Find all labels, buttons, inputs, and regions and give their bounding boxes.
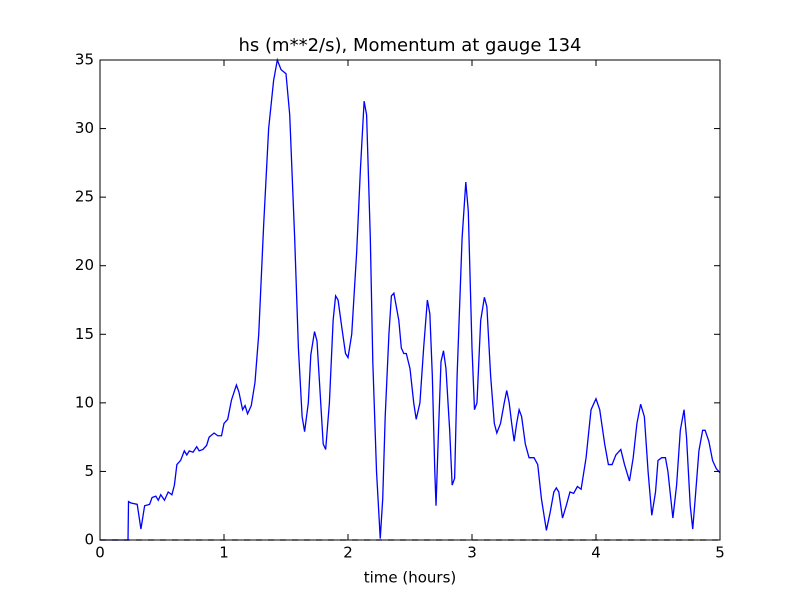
x-tick-label: 2: [343, 544, 353, 562]
y-tick-label: 20: [75, 256, 94, 274]
chart-title: hs (m**2/s), Momentum at gauge 134: [239, 35, 582, 56]
y-tick-label: 0: [84, 531, 94, 549]
y-tick-label: 35: [75, 51, 94, 69]
y-tick-label: 5: [84, 462, 94, 480]
x-tick-label: 3: [467, 544, 477, 562]
x-tick-label: 4: [591, 544, 601, 562]
x-tick-label: 0: [95, 544, 105, 562]
y-tick-label: 30: [75, 119, 94, 137]
x-axis-label: time (hours): [364, 569, 457, 587]
y-tick-label: 10: [75, 393, 94, 411]
y-tick-label: 25: [75, 188, 94, 206]
plot-frame: [99, 59, 721, 541]
x-tick-label: 5: [715, 544, 725, 562]
data-line: [100, 57, 721, 541]
y-tick-label: 15: [75, 325, 94, 343]
x-tick-label: 1: [219, 544, 229, 562]
